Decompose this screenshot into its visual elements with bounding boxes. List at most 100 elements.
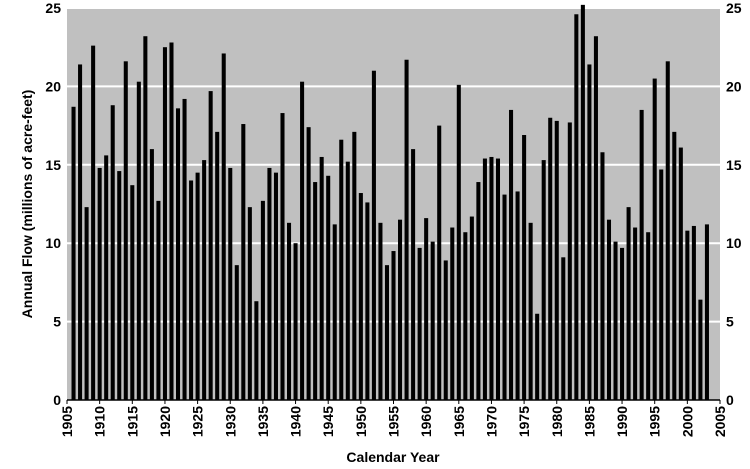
bar-1963 — [443, 260, 448, 400]
bar-1933 — [247, 207, 252, 400]
y-tick-label-left: 5 — [53, 314, 61, 330]
bar-1977 — [535, 313, 540, 400]
x-tick-label: 1975 — [516, 406, 532, 437]
bar-1915 — [130, 185, 135, 400]
bar-1938 — [280, 113, 285, 400]
x-tick-label: 1995 — [647, 406, 663, 437]
x-tick-label: 1930 — [222, 406, 238, 437]
bar-1942 — [306, 127, 311, 401]
bar-1995 — [652, 78, 657, 400]
bar-1926 — [202, 160, 207, 400]
bar-1987 — [600, 152, 605, 400]
bar-1921 — [169, 42, 174, 400]
bar-1952 — [371, 70, 376, 400]
bar-1912 — [110, 105, 115, 400]
bar-1974 — [515, 191, 520, 400]
bars — [71, 4, 709, 401]
x-tick-label: 2000 — [679, 406, 695, 437]
y-axis-title: Annual Flow (millions of acre-feet) — [19, 90, 35, 319]
bar-1985 — [587, 64, 592, 400]
bar-1955 — [391, 251, 396, 400]
bar-1949 — [352, 131, 357, 400]
bar-1953 — [378, 222, 383, 400]
bar-1908 — [84, 207, 89, 400]
bar-1909 — [91, 45, 96, 400]
bar-1996 — [659, 169, 664, 400]
bar-1941 — [300, 81, 305, 400]
bar-1972 — [502, 194, 507, 400]
x-tick-label: 1980 — [549, 406, 565, 437]
x-tick-label: 2005 — [712, 406, 728, 437]
bar-1962 — [437, 125, 442, 400]
bar-1997 — [665, 61, 670, 401]
x-tick-label: 1940 — [288, 406, 304, 437]
y-tick-labels-left: 0 5 10 15 20 25 — [45, 0, 61, 408]
x-tick-label: 1945 — [320, 406, 336, 437]
gridlines — [67, 7, 720, 323]
bar-1975 — [522, 135, 527, 400]
bar-1994 — [646, 232, 651, 400]
bar-1965 — [456, 84, 461, 400]
bar-1954 — [384, 265, 389, 400]
bar-1973 — [509, 109, 514, 401]
bar-1932 — [241, 124, 246, 400]
bar-1960 — [424, 218, 429, 400]
bar-1982 — [567, 122, 572, 401]
bar-1981 — [561, 257, 566, 400]
y-tick-label-right: 5 — [726, 314, 734, 330]
bar-1913 — [117, 171, 122, 400]
bar-1946 — [332, 224, 337, 400]
bar-1944 — [319, 156, 324, 400]
bar-1927 — [208, 91, 213, 400]
bar-1979 — [548, 117, 553, 400]
bar-1917 — [143, 36, 148, 400]
bar-1911 — [104, 155, 109, 400]
bar-1945 — [326, 175, 331, 400]
bar-1916 — [136, 81, 141, 400]
bar-1980 — [554, 120, 559, 401]
y-tick-label-left: 15 — [45, 157, 61, 173]
bar-1950 — [358, 193, 363, 400]
bar-1937 — [273, 172, 278, 400]
bar-1918 — [149, 149, 154, 400]
bar-1988 — [606, 219, 612, 400]
bar-1959 — [417, 247, 422, 400]
bar-2003 — [704, 224, 709, 400]
bar-1931 — [234, 265, 239, 400]
x-tick-label: 1985 — [581, 406, 597, 437]
x-tick-label: 1970 — [483, 406, 499, 437]
bar-1993 — [639, 109, 644, 401]
y-tick-label-right: 15 — [726, 157, 742, 173]
bar-1967 — [469, 216, 474, 400]
bar-1984 — [580, 4, 585, 401]
y-tick-label-left: 10 — [45, 235, 61, 251]
y-tick-label-right: 10 — [726, 235, 742, 251]
bar-1924 — [189, 180, 194, 400]
y-tick-labels-right: 0 5 10 15 20 25 — [726, 0, 742, 408]
y-tick-label-right: 20 — [726, 78, 742, 94]
bar-1910 — [97, 167, 102, 400]
bar-1925 — [195, 172, 200, 400]
bar-1907 — [78, 64, 83, 400]
x-tick-label: 1920 — [157, 406, 173, 437]
bar-1968 — [476, 182, 481, 400]
x-tick-label: 1935 — [255, 406, 271, 437]
y-tick-label-left: 25 — [45, 0, 61, 16]
x-tick-label: 1915 — [124, 406, 140, 437]
bar-1957 — [404, 59, 409, 401]
x-tick-label: 1905 — [59, 406, 75, 437]
bar-1939 — [287, 222, 292, 400]
bar-2000 — [685, 230, 690, 400]
bar-1943 — [313, 182, 318, 400]
bar-1940 — [293, 243, 298, 400]
bar-1964 — [450, 227, 455, 400]
x-tick-label: 1965 — [451, 406, 467, 437]
bar-2001 — [691, 225, 696, 400]
x-tick-label: 1955 — [386, 406, 402, 437]
bar-1920 — [162, 47, 167, 400]
x-tick-label: 1925 — [190, 406, 206, 437]
bar-1999 — [678, 147, 683, 400]
bar-1919 — [156, 200, 161, 400]
bar-1934 — [254, 301, 259, 400]
